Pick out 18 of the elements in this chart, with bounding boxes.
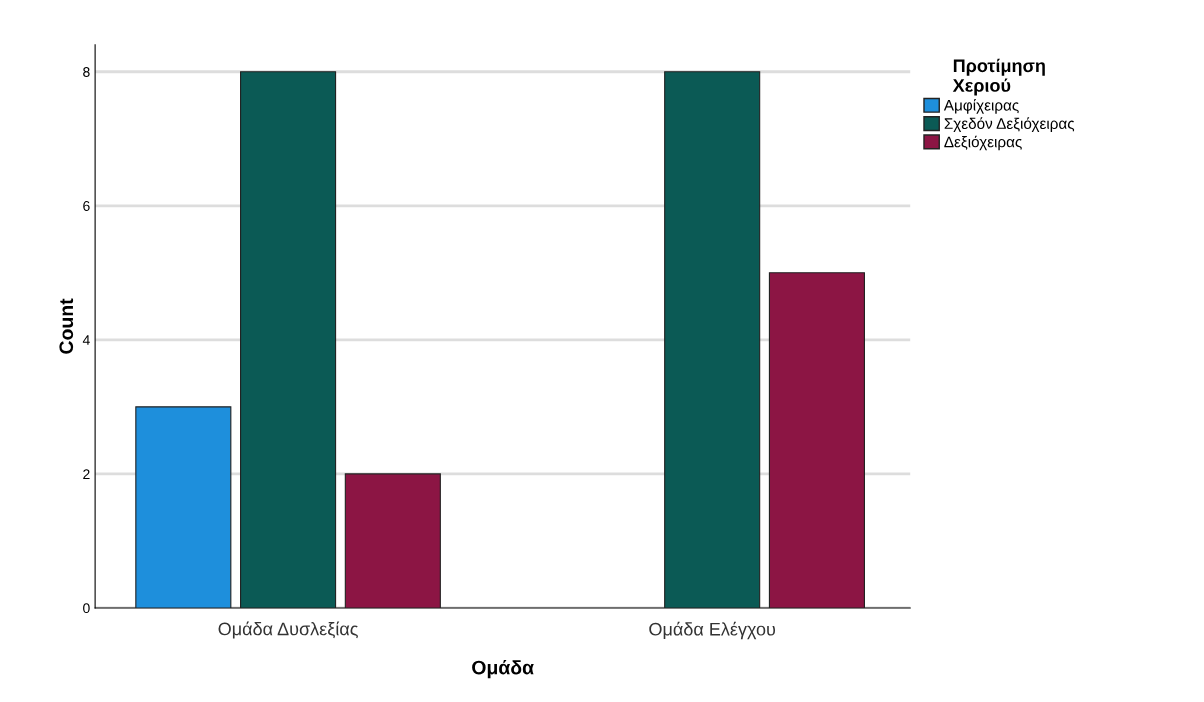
y-tick-label: 8: [83, 67, 90, 77]
legend-label: Αμφίχειρας: [943, 99, 1019, 114]
bar: [135, 406, 232, 608]
x-tick-label: Ομάδα Ελέγχου: [649, 621, 776, 640]
legend-title: Προτίμηση Χεριού: [952, 58, 1045, 96]
x-tick-label: Ομάδα Δυσλεξίας: [218, 621, 358, 639]
legend-label: Δεξιόχειρας: [944, 135, 1022, 151]
y-tick-label: 0: [83, 603, 90, 614]
y-tick-label: 2: [83, 469, 90, 479]
x-axis-title: Ομάδα: [472, 659, 534, 679]
bar: [664, 71, 761, 608]
bar: [768, 272, 865, 608]
bar: [344, 473, 441, 608]
y-axis-title: Count: [59, 298, 74, 354]
bar: [240, 71, 337, 608]
legend-label: Σχεδόν Δεξιόχειρας: [944, 117, 1075, 133]
y-tick-label: 4: [82, 335, 90, 345]
y-tick-label: 6: [83, 201, 90, 211]
